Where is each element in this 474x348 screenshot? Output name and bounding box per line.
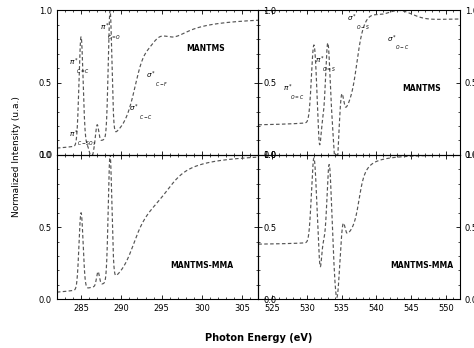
Text: $_{C=C}$: $_{C=C}$ (76, 67, 90, 76)
Text: $_{C-C}$: $_{C-C}$ (139, 113, 153, 122)
Text: $\sigma^*$: $\sigma^*$ (146, 70, 156, 81)
Text: $_{C-F}$: $_{C-F}$ (155, 81, 169, 89)
Text: $\sigma^*$: $\sigma^*$ (347, 13, 357, 24)
Text: Photon Energy (eV): Photon Energy (eV) (205, 333, 312, 343)
Text: $\pi^*$: $\pi^*$ (69, 129, 79, 140)
Text: $_{C=O}$: $_{C=O}$ (107, 33, 121, 41)
Text: $_{O=C}$: $_{O=C}$ (290, 93, 304, 102)
Text: $_{C-SO_3}$: $_{C-SO_3}$ (77, 140, 96, 149)
Text: MANTMS-MMA: MANTMS-MMA (170, 261, 234, 269)
Text: $_{O-S}$: $_{O-S}$ (356, 24, 370, 32)
Text: MANTMS: MANTMS (187, 44, 225, 53)
Text: Normalized Intensity (u.a.): Normalized Intensity (u.a.) (12, 96, 21, 217)
Text: $\sigma^*$: $\sigma^*$ (129, 103, 140, 114)
Text: $\pi^*$: $\pi^*$ (315, 55, 325, 66)
Text: $_{O-C}$: $_{O-C}$ (395, 44, 410, 53)
Text: $\sigma^*$: $\sigma^*$ (387, 33, 397, 45)
Text: $\pi^*$: $\pi^*$ (283, 82, 292, 94)
Text: MANTMS: MANTMS (402, 84, 441, 93)
Text: $\pi^*$: $\pi^*$ (100, 22, 109, 33)
Text: $_{O=S}$: $_{O=S}$ (322, 65, 336, 74)
Text: $\pi^*$: $\pi^*$ (69, 56, 79, 68)
Text: MANTMS-MMA: MANTMS-MMA (390, 261, 453, 269)
